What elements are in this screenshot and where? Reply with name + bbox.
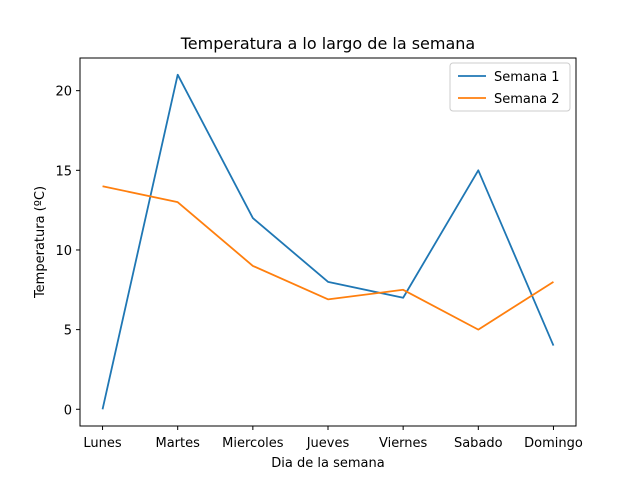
y-tick-label: 10 — [55, 244, 72, 259]
y-tick-label: 0 — [64, 403, 72, 418]
series-layer — [101, 73, 555, 410]
x-axis: Lunes Martes Miercoles Jueves Viernes Sabado D… — [83, 426, 583, 451]
y-tick-label: 5 — [64, 324, 72, 339]
series-line-1 — [101, 73, 555, 410]
x-tick-label: Sabado — [454, 436, 503, 451]
x-tick-label: Jueves — [306, 436, 350, 451]
legend: Semana 1 Semana 2 — [449, 62, 571, 112]
legend-label: Semana 1 — [494, 70, 560, 85]
y-axis-label: Temperatura (ºC) — [33, 186, 48, 299]
x-tick-label: Viernes — [379, 436, 428, 451]
y-tick-label: 15 — [55, 164, 72, 179]
y-tick-label: 20 — [55, 85, 72, 100]
x-tick-label: Miercoles — [222, 436, 284, 451]
series-line-2 — [102, 185, 554, 331]
chart-title: Temperatura a lo largo de la semana — [180, 34, 475, 53]
axes-frame — [79, 57, 577, 427]
x-tick-label: Domingo — [524, 436, 583, 451]
legend-label: Semana 2 — [494, 92, 560, 107]
y-axis: 0 5 10 15 20 — [55, 85, 80, 418]
x-tick-label: Lunes — [83, 436, 121, 451]
x-axis-label: Dia de la semana — [271, 456, 384, 471]
x-tick-label: Martes — [155, 436, 200, 451]
legend-box — [449, 62, 571, 112]
